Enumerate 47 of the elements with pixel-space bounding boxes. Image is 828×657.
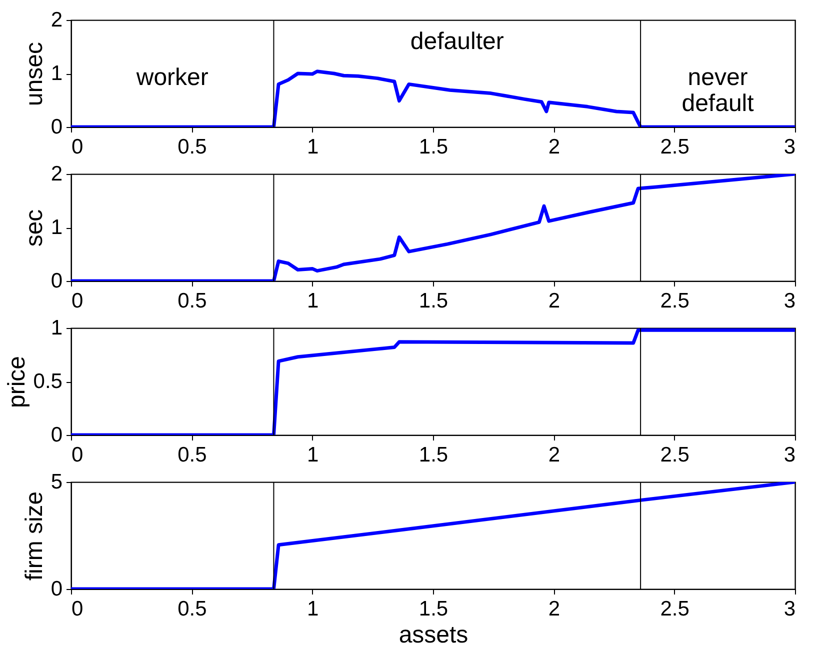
x-axis-title: assets <box>398 622 468 648</box>
y-tick-label: 1 <box>50 62 62 85</box>
x-tick-label: 1 <box>306 444 319 466</box>
x-tick-label: 2.5 <box>660 444 690 466</box>
y-tick-label: 0.5 <box>33 370 62 393</box>
x-tick-label: 1 <box>306 136 319 158</box>
x-tick-label: 2 <box>548 444 560 466</box>
x-tick-label: 3 <box>784 598 796 620</box>
x-tick-label: 0 <box>72 444 84 466</box>
x-tick-label: 1 <box>306 290 319 312</box>
x-tick-label: 3 <box>784 444 796 466</box>
x-tick-label: 2.5 <box>660 290 690 312</box>
y-tick-label: 0 <box>50 270 62 292</box>
x-tick-label: 0.5 <box>178 444 207 466</box>
x-tick-label: 2 <box>548 598 560 620</box>
y-axis-title: firm size <box>20 491 48 581</box>
y-axis-title: sec <box>20 209 48 247</box>
y-tick-label: 1 <box>50 316 62 340</box>
x-tick-label: 2 <box>548 136 560 158</box>
annotation: never default <box>682 64 754 117</box>
y-tick-label: 0 <box>50 578 62 600</box>
y-tick-label: 1 <box>50 216 62 239</box>
x-tick-label: 0 <box>72 290 84 312</box>
x-tick-label: 0.5 <box>178 598 207 620</box>
x-tick-label: 1.5 <box>418 444 448 466</box>
x-tick-label: 0.5 <box>178 290 207 312</box>
annotation: defaulter <box>410 28 504 55</box>
y-tick-label: 5 <box>50 470 62 494</box>
x-tick-label: 0.5 <box>178 136 207 158</box>
x-tick-label: 0 <box>72 598 84 620</box>
y-axis-title: price <box>3 356 30 408</box>
x-tick-label: 3 <box>784 136 796 158</box>
x-tick-label: 2.5 <box>660 136 690 158</box>
x-tick-label: 1.5 <box>418 290 448 312</box>
x-tick-label: 1.5 <box>418 598 448 620</box>
x-tick-label: 1.5 <box>418 136 448 158</box>
y-axis-title: unsec <box>20 42 48 106</box>
y-tick-label: 0 <box>50 424 62 446</box>
x-tick-label: 2.5 <box>660 598 690 620</box>
y-tick-label: 2 <box>50 162 62 186</box>
y-tick-label: 2 <box>50 8 62 32</box>
x-tick-label: 0 <box>72 136 84 158</box>
annotation: worker <box>135 64 208 91</box>
x-tick-label: 3 <box>784 290 796 312</box>
x-tick-label: 2 <box>548 290 560 312</box>
y-tick-label: 0 <box>50 116 62 138</box>
x-tick-label: 1 <box>306 598 319 620</box>
